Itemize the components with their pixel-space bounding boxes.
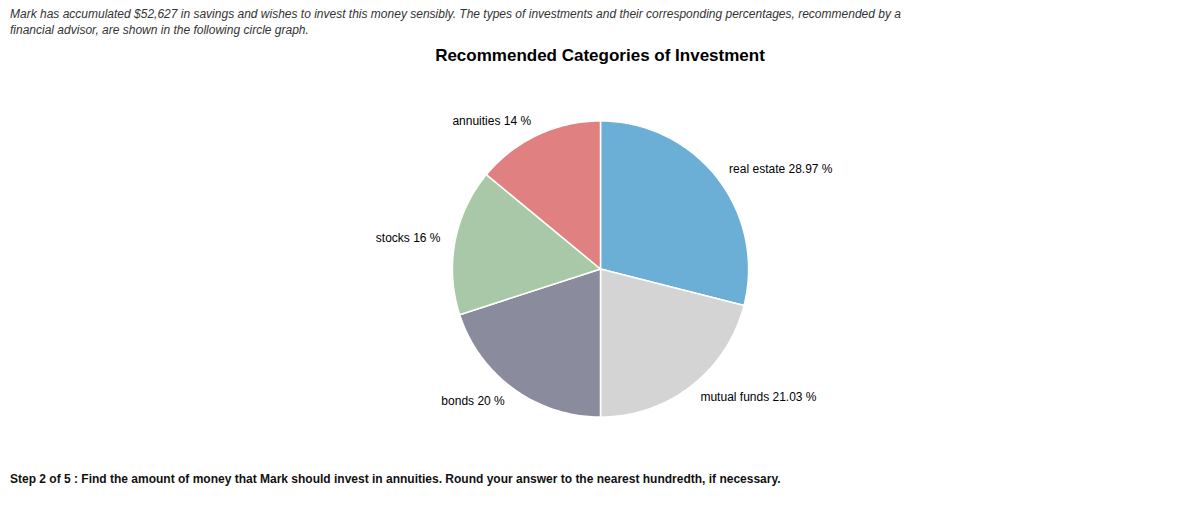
html-text:Step 2 of 5 : Find the amount: Step 2 of 5 : Find the amount of money t…: [10, 472, 781, 486]
svg-text:mutual funds 21.03 %: mutual funds 21.03 %: [700, 390, 816, 404]
svg-text:stocks 16 %: stocks 16 %: [376, 231, 441, 245]
html-text:Mark has accumulated $52,627 i: Mark has accumulated $52,627 in savings …: [10, 7, 901, 21]
svg-text:annuities 14 %: annuities 14 %: [452, 114, 531, 128]
html-text:Recommended Categories of Inve: Recommended Categories of Investment: [435, 46, 765, 65]
html-text:financial advisor, are shown i: financial advisor, are shown in the foll…: [10, 23, 309, 37]
svg-text:bonds 20 %: bonds 20 %: [441, 394, 505, 408]
svg-text:real estate 28.97 %: real estate 28.97 %: [729, 162, 833, 176]
